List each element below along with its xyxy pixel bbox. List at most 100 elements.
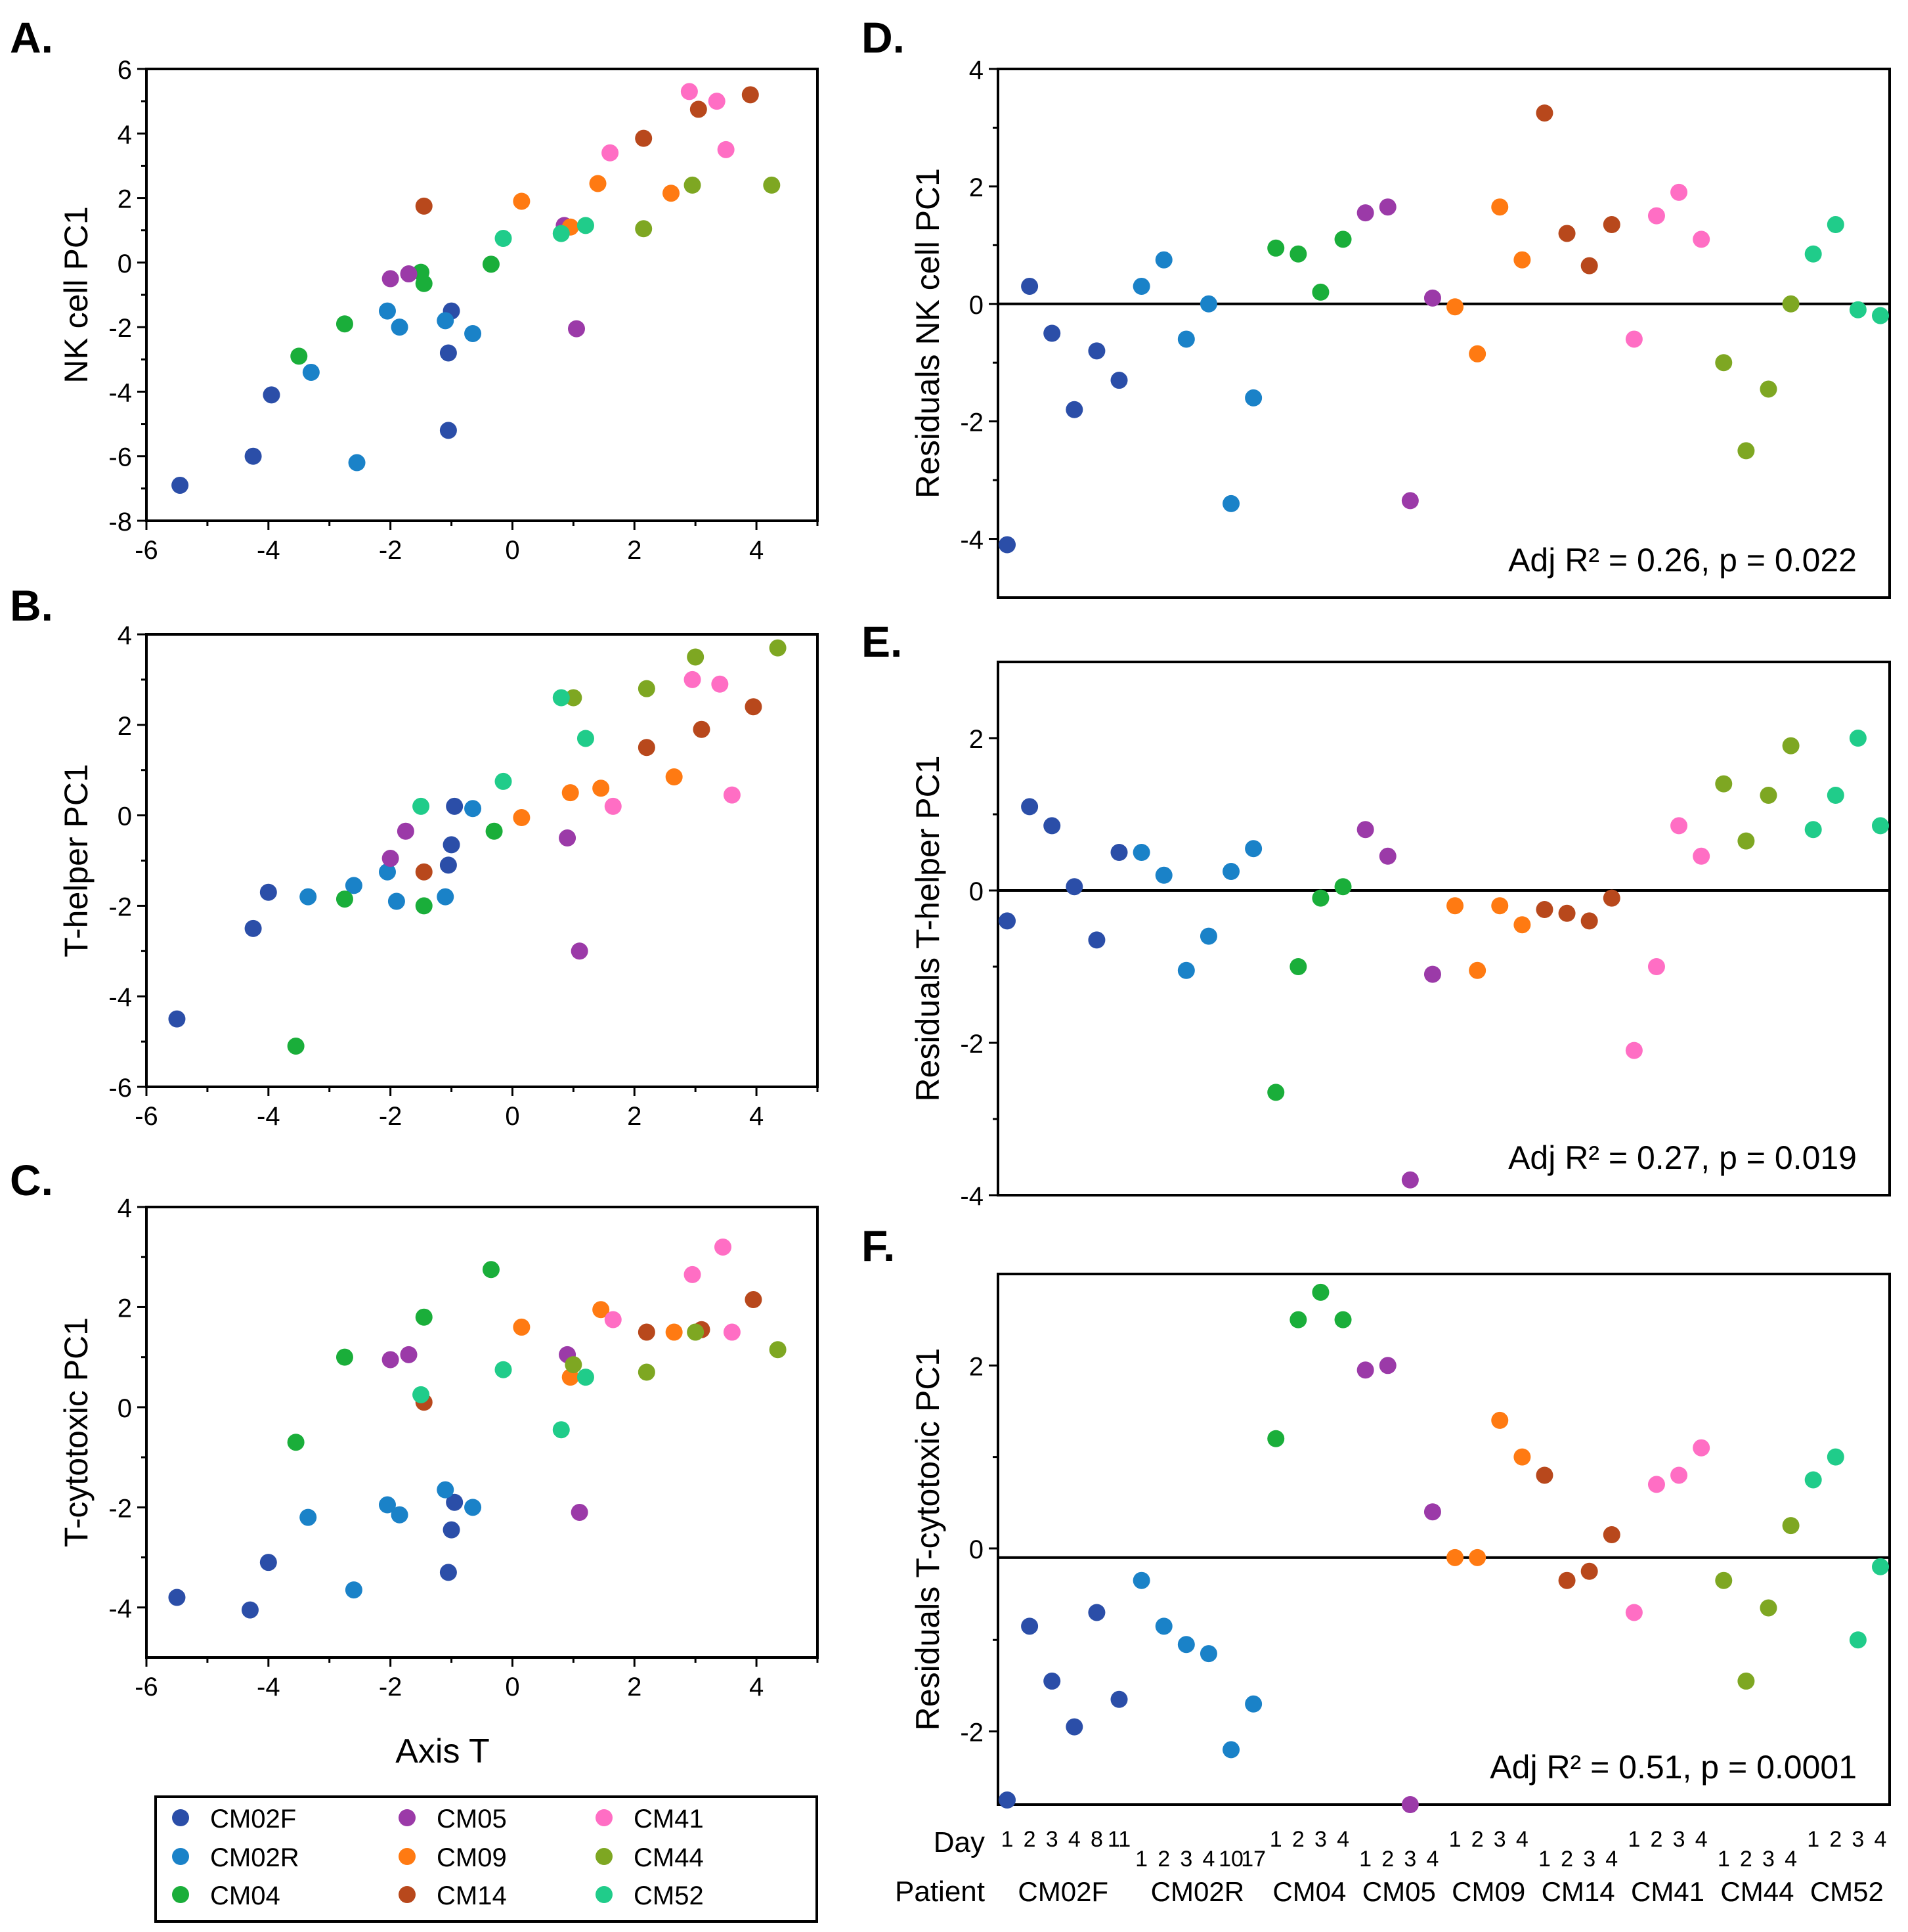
day-row-label: Day	[934, 1826, 985, 1858]
data-point-CM02R	[348, 454, 366, 472]
data-point-CM41	[711, 675, 729, 693]
data-point-CM52	[1849, 730, 1867, 747]
data-point-CM02F	[999, 1791, 1016, 1809]
x-tick-label: 0	[505, 536, 519, 565]
patient-row-label: Patient	[895, 1876, 985, 1908]
data-point-CM02R	[1223, 494, 1240, 512]
data-point-CM41	[1647, 1476, 1665, 1493]
data-point-CM41	[1625, 1042, 1643, 1059]
data-point-CM05	[571, 942, 588, 960]
day-tick-label: 1	[1359, 1847, 1372, 1872]
patient-group-label: CM02R	[1151, 1876, 1244, 1907]
data-point-CM09	[1469, 345, 1486, 362]
x-tick-label: 4	[749, 1673, 764, 1701]
y-tick-label: 4	[969, 56, 984, 85]
x-tick-label: -6	[135, 536, 158, 565]
day-tick-label: 1	[1538, 1847, 1551, 1872]
day-tick-label: 4	[1068, 1827, 1081, 1852]
y-tick-label: -2	[108, 892, 132, 921]
data-point-CM02R	[1200, 1645, 1217, 1663]
data-point-CM02F	[259, 1554, 277, 1571]
data-point-CM09	[1491, 1411, 1509, 1429]
fit-annotation: Adj R² = 0.27, p = 0.019	[1508, 1139, 1857, 1176]
data-point-CM04	[336, 1348, 353, 1366]
y-tick-label: -2	[960, 1719, 984, 1747]
panel-F: F. -2 0 2 Residuals T-cytotoxic PC1 Adj R² = …	[861, 1221, 1891, 1907]
data-point-CM41	[680, 83, 698, 100]
y-tick-label: 2	[118, 712, 132, 741]
panel-B: B. -6 -4 -2 0 2 4 T-helper PC1 -6 -4 -2 0 2 4	[10, 581, 819, 1131]
data-point-CM05	[1423, 289, 1441, 307]
y-tick-label: 0	[118, 250, 132, 278]
data-point-CM04	[1290, 1311, 1307, 1328]
data-point-CM52	[1827, 787, 1844, 804]
data-point-CM02F	[1021, 1617, 1039, 1635]
x-tick-label: 4	[749, 536, 764, 565]
legend-label-CM44: CM44	[634, 1843, 704, 1872]
y-tick-label: -6	[108, 443, 132, 472]
panel-D: D. -4 -2 0 2 4 Residuals NK cell PC1 Adj R² = 0…	[861, 13, 1891, 599]
data-point-CM04	[1312, 889, 1330, 907]
data-point-CM05	[559, 829, 576, 847]
data-point-CM14	[635, 129, 653, 147]
data-point-CM14	[1580, 1562, 1598, 1580]
data-point-CM14	[1603, 889, 1620, 907]
day-tick-label: 17	[1241, 1847, 1266, 1872]
data-point-CM44	[1760, 380, 1777, 398]
data-point-CM14	[1558, 904, 1576, 922]
data-point-CM41	[723, 786, 741, 804]
data-point-CM02R	[1223, 863, 1240, 880]
day-tick-label: 4	[1337, 1827, 1349, 1852]
day-tick-label: 2	[1292, 1827, 1305, 1852]
day-tick-label: 2	[1561, 1847, 1573, 1872]
data-point-CM05	[1356, 821, 1374, 839]
data-point-CM02F	[446, 1493, 464, 1511]
data-point-CM09	[592, 779, 610, 797]
data-point-CM02F	[1021, 277, 1039, 295]
data-point-CM02F	[1043, 817, 1061, 835]
data-point-CM41	[1693, 847, 1710, 865]
data-point-CM02R	[1245, 1695, 1263, 1713]
data-point-CM41	[601, 144, 619, 162]
panel-label: E.	[861, 617, 902, 666]
legend-label-CM05: CM05	[437, 1805, 507, 1833]
data-point-CM44	[1782, 1517, 1800, 1535]
data-point-CM09	[1513, 1448, 1531, 1466]
data-point-CM02F	[1088, 931, 1106, 949]
y-tick-label: -4	[960, 526, 984, 555]
data-point-CM02R	[1133, 277, 1150, 295]
data-point-CM14	[1558, 1571, 1576, 1589]
data-point-CM05	[1356, 1361, 1374, 1379]
x-tick-label: -2	[379, 1673, 402, 1701]
data-point-CM41	[1647, 207, 1665, 225]
day-tick-label: 1	[1270, 1827, 1282, 1852]
plot-frame	[145, 633, 819, 1088]
x-tick-label: 2	[627, 1102, 641, 1131]
y-tick-label: 6	[118, 56, 132, 85]
data-point-CM04	[482, 255, 500, 273]
legend-label-CM02F: CM02F	[210, 1805, 296, 1833]
day-tick-label: 4	[1202, 1847, 1215, 1872]
data-point-CM14	[689, 100, 707, 118]
data-point-CM04	[287, 1434, 305, 1451]
legend-label-CM14: CM14	[437, 1881, 507, 1910]
data-point-CM14	[1536, 901, 1553, 918]
data-point-CM14	[1580, 912, 1598, 930]
panel-label: F.	[861, 1221, 895, 1270]
day-tick-label: 2	[1024, 1827, 1036, 1852]
data-point-CM52	[412, 1386, 430, 1403]
data-point-CM41	[1670, 183, 1688, 201]
data-point-CM52	[1804, 245, 1822, 263]
data-point-CM04	[1267, 239, 1285, 257]
data-point-CM44	[1715, 1571, 1733, 1589]
data-point-CM52	[1872, 307, 1889, 324]
data-point-CM05	[400, 1346, 418, 1363]
data-point-CM41	[683, 1265, 701, 1283]
patient-group-label: CM44	[1720, 1876, 1794, 1907]
patient-group-label: CM14	[1542, 1876, 1615, 1907]
data-point-CM09	[513, 1318, 531, 1336]
data-point-CM44	[565, 689, 582, 707]
data-point-CM02R	[1200, 295, 1217, 313]
data-point-CM52	[1872, 1558, 1889, 1575]
